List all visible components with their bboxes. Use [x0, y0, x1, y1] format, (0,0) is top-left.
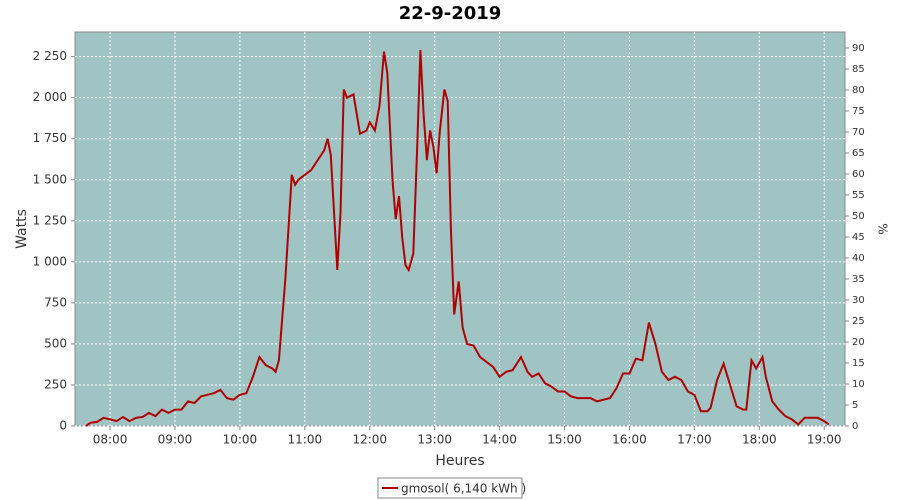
data-line [85, 50, 830, 427]
y-tick-label: 1 500 [33, 172, 67, 186]
y2-tick-label: 15 [852, 358, 865, 369]
y2-tick-label: 0 [852, 421, 858, 432]
y2-tick-label: 85 [852, 64, 865, 75]
x-tick-label: 14:00 [482, 433, 517, 447]
y2-tick-label: 70 [852, 127, 865, 138]
x-tick-label: 13:00 [417, 433, 452, 447]
x-tick-label: 11:00 [288, 433, 323, 447]
y-tick-label: 1 750 [33, 131, 67, 145]
y2-tick-label: 90 [852, 43, 865, 54]
y2-tick-label: 30 [852, 295, 865, 306]
plot-area [74, 31, 846, 427]
x-tick-label: 17:00 [677, 433, 712, 447]
legend-label: gmosol( 6,140 kWh ) [401, 482, 526, 496]
y2-tick-label: 25 [852, 316, 865, 327]
x-tick-label: 12:00 [352, 433, 387, 447]
x-tick-label: 16:00 [612, 433, 647, 447]
y2-tick-label: 40 [852, 253, 865, 264]
x-tick-label: 18:00 [742, 433, 777, 447]
legend-box [377, 477, 523, 499]
x-axis-title: Heures [435, 453, 484, 469]
y-tick-label: 250 [44, 377, 67, 391]
y2-tick-label: 55 [852, 190, 865, 201]
y2-tick-label: 5 [852, 400, 858, 411]
x-tick-label: 19:00 [807, 433, 842, 447]
x-tick-label: 09:00 [158, 433, 193, 447]
y2-tick-label: 45 [852, 232, 865, 243]
y-axis-title: Watts [14, 209, 30, 249]
y-tick-label: 1 250 [33, 213, 67, 227]
y-tick-label: 750 [44, 295, 67, 309]
chart-title: 22-9-2019 [399, 3, 502, 24]
y2-tick-label: 60 [852, 169, 865, 180]
y2-tick-label: 80 [852, 85, 865, 96]
x-tick-label: 10:00 [223, 433, 258, 447]
y-tick-label: 500 [44, 336, 67, 350]
y-tick-label: 1 000 [33, 254, 67, 268]
x-tick-label: 08:00 [93, 433, 128, 447]
y2-tick-label: 75 [852, 106, 865, 117]
x-tick-label: 15:00 [547, 433, 582, 447]
y2-tick-label: 10 [852, 379, 865, 390]
y-tick-label: 2 000 [33, 90, 67, 104]
y-tick-label: 2 250 [33, 49, 67, 63]
y2-axis-title: % [876, 223, 890, 234]
y2-tick-label: 65 [852, 148, 865, 159]
y2-tick-label: 20 [852, 337, 865, 348]
y2-tick-label: 50 [852, 211, 865, 222]
y-tick-label: 0 [59, 419, 67, 433]
y2-tick-label: 35 [852, 274, 865, 285]
